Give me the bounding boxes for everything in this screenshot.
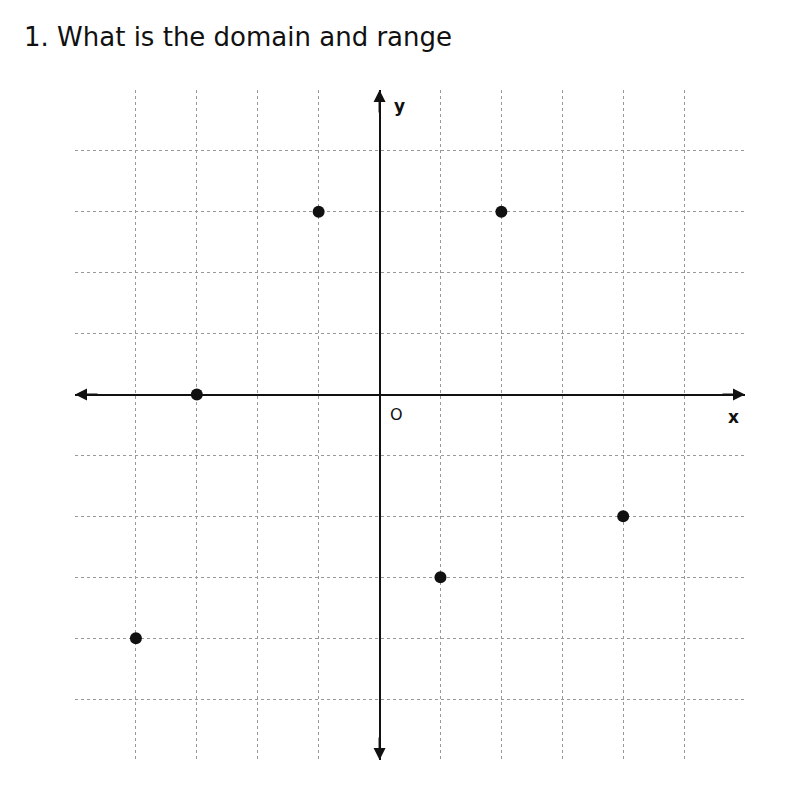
svg-text:y: y <box>394 96 405 116</box>
svg-text:x: x <box>728 407 739 427</box>
svg-text:1. What is the domain and rang: 1. What is the domain and range <box>24 22 452 52</box>
svg-text:O: O <box>390 405 403 424</box>
